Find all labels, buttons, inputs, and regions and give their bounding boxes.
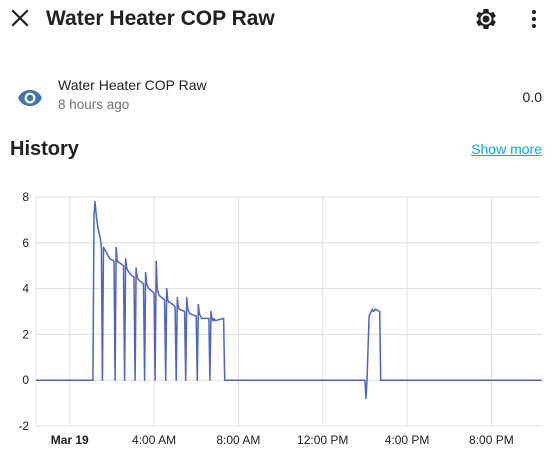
x-tick-label: 8:00 AM: [216, 433, 260, 447]
eye-icon: [18, 89, 42, 107]
entity-row[interactable]: Water Heater COP Raw 8 hours ago 0.0: [0, 70, 555, 120]
y-tick-label: 6: [22, 236, 29, 250]
x-tick-label: 4:00 PM: [385, 433, 430, 447]
y-tick-label: -2: [18, 419, 29, 433]
x-tick-label: 12:00 PM: [297, 433, 348, 447]
dialog-header: Water Heater COP Raw: [0, 0, 555, 40]
last-changed-time: 8 hours ago: [58, 97, 130, 112]
x-tick-label: 8:00 PM: [469, 433, 514, 447]
dialog-title: Water Heater COP Raw: [46, 7, 275, 30]
close-icon[interactable]: [8, 6, 32, 30]
entity-name: Water Heater COP Raw: [58, 77, 207, 93]
x-tick-label: 4:00 AM: [132, 433, 176, 447]
entity-state-value: 0.0: [522, 89, 542, 105]
y-tick-label: 2: [22, 327, 29, 341]
gear-icon[interactable]: [474, 7, 498, 31]
y-tick-label: 8: [22, 190, 29, 204]
show-more-link[interactable]: Show more: [471, 141, 542, 157]
y-tick-label: 4: [22, 282, 29, 296]
series-line: [36, 200, 542, 400]
more-vertical-icon[interactable]: [524, 7, 544, 31]
history-heading: History: [10, 138, 79, 160]
x-tick-label: Mar 19: [51, 433, 89, 447]
y-tick-label: 0: [22, 373, 29, 387]
history-chart[interactable]: 8 6 4 2 0 -2 Mar 19 4:00 AM 8:00 AM 12:00 PM 4:00 …: [0, 182, 555, 457]
